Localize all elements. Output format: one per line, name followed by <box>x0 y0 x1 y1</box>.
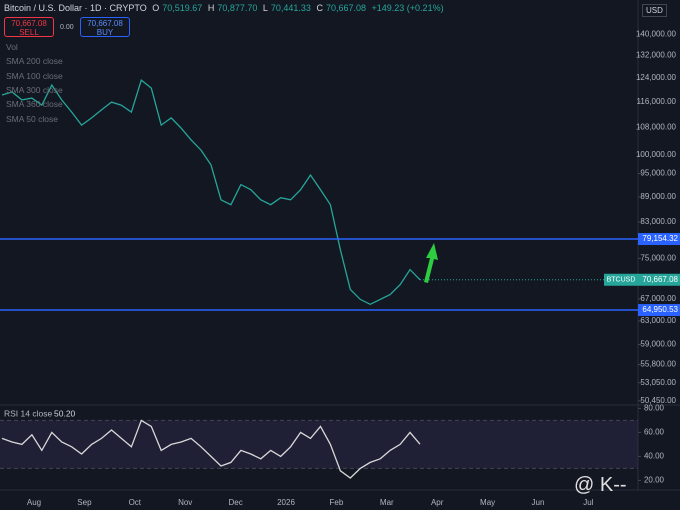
price-tag <box>638 273 680 286</box>
x-tick-label: 2026 <box>277 498 295 507</box>
level-label: 79,154.32 <box>642 234 678 243</box>
open: 70,519.67 <box>162 3 203 13</box>
x-tick-label: Apr <box>431 498 444 507</box>
watermark: @ K-- <box>574 474 627 496</box>
y-tick-label: 63,000.00 <box>640 316 676 325</box>
y-tick-label: 59,000.00 <box>640 340 676 349</box>
level-tag <box>638 233 680 246</box>
rsi-value: 50.20 <box>54 408 76 418</box>
y-tick-label: 80.00 <box>644 404 665 413</box>
buy-button[interactable]: 70,667.08 BUY <box>80 17 130 37</box>
y-tick-label: 83,000.00 <box>640 217 676 226</box>
y-tick-label: 75,000.00 <box>640 253 676 262</box>
indicator[interactable]: SMA 100 close <box>6 70 63 81</box>
x-tick-label: Aug <box>27 498 41 507</box>
close-label: C <box>316 3 323 13</box>
sell-price: 70,667.08 <box>11 19 47 28</box>
sell-label: SELL <box>19 28 39 37</box>
y-tick-label: 140,000.00 <box>636 29 677 38</box>
currency[interactable]: USD <box>642 4 667 17</box>
rsi-title: RSI 14 close <box>4 408 52 418</box>
y-tick-label: 20.00 <box>644 476 665 485</box>
low-label: L <box>262 3 268 13</box>
x-tick-label: May <box>480 498 495 507</box>
y-tick-label: 132,000.00 <box>636 50 677 59</box>
change: +149.23 (+0.21%) <box>371 3 444 13</box>
header: Bitcoin / U.S. Dollar · 1D · CRYPTO O 70,… <box>4 3 447 13</box>
price-line <box>1 419 421 479</box>
y-tick-label: 100,000.00 <box>636 150 677 159</box>
y-tick-label: 116,000.00 <box>637 97 677 106</box>
indicator[interactable]: SMA 50 close <box>6 113 58 124</box>
level-tag <box>638 304 680 317</box>
y-tick-label: 108,000.00 <box>636 123 677 132</box>
high: 70,877.70 <box>217 3 258 13</box>
price-line <box>1 78 421 306</box>
sell-button[interactable]: 70,667.08 SELL <box>4 17 54 37</box>
x-tick-label: Oct <box>129 498 142 507</box>
y-tick-label: 40.00 <box>644 452 665 461</box>
x-tick-label: Nov <box>178 498 192 507</box>
x-tick-label: Dec <box>228 498 242 507</box>
price-label: 70,667.08 <box>642 275 678 284</box>
y-tick-label: 95,000.00 <box>640 169 676 178</box>
y-tick-label: 89,000.00 <box>640 192 676 201</box>
indicator[interactable]: SMA 360 close <box>6 99 63 110</box>
indicator[interactable]: Vol <box>6 42 18 52</box>
x-tick-label: Mar <box>380 498 394 507</box>
symbol-tag <box>604 273 638 286</box>
buy-price: 70,667.08 <box>87 19 123 28</box>
indicator[interactable]: SMA 300 close <box>6 84 63 95</box>
buy-label: BUY <box>96 28 114 37</box>
x-tick-label: Jul <box>583 498 593 507</box>
low: 70,441.33 <box>270 3 311 13</box>
open-label: O <box>152 3 160 13</box>
y-tick-label: 60.00 <box>644 428 665 437</box>
y-tick-label: 124,000.00 <box>636 73 677 82</box>
x-tick-label: Feb <box>330 498 344 507</box>
arrow <box>424 243 438 283</box>
close: 70,667.08 <box>325 3 366 13</box>
level-label: 64,950.53 <box>642 305 678 314</box>
y-tick-label: 55,800.00 <box>640 360 676 369</box>
symbol: Bitcoin / U.S. Dollar · 1D · CRYPTO <box>4 3 147 13</box>
indicator[interactable]: SMA 200 close <box>6 56 63 67</box>
x-tick-label: Sep <box>77 498 92 507</box>
x-tick-label: Jun <box>532 498 545 507</box>
symbol-label: BTCUSD <box>607 277 636 284</box>
y-tick-label: 53,050.00 <box>640 378 676 387</box>
y-tick-label: 67,000.00 <box>640 294 676 303</box>
high-label: H <box>207 3 215 13</box>
y-tick-label: 50,450.00 <box>640 396 676 405</box>
spread: 0.00 <box>60 24 74 31</box>
